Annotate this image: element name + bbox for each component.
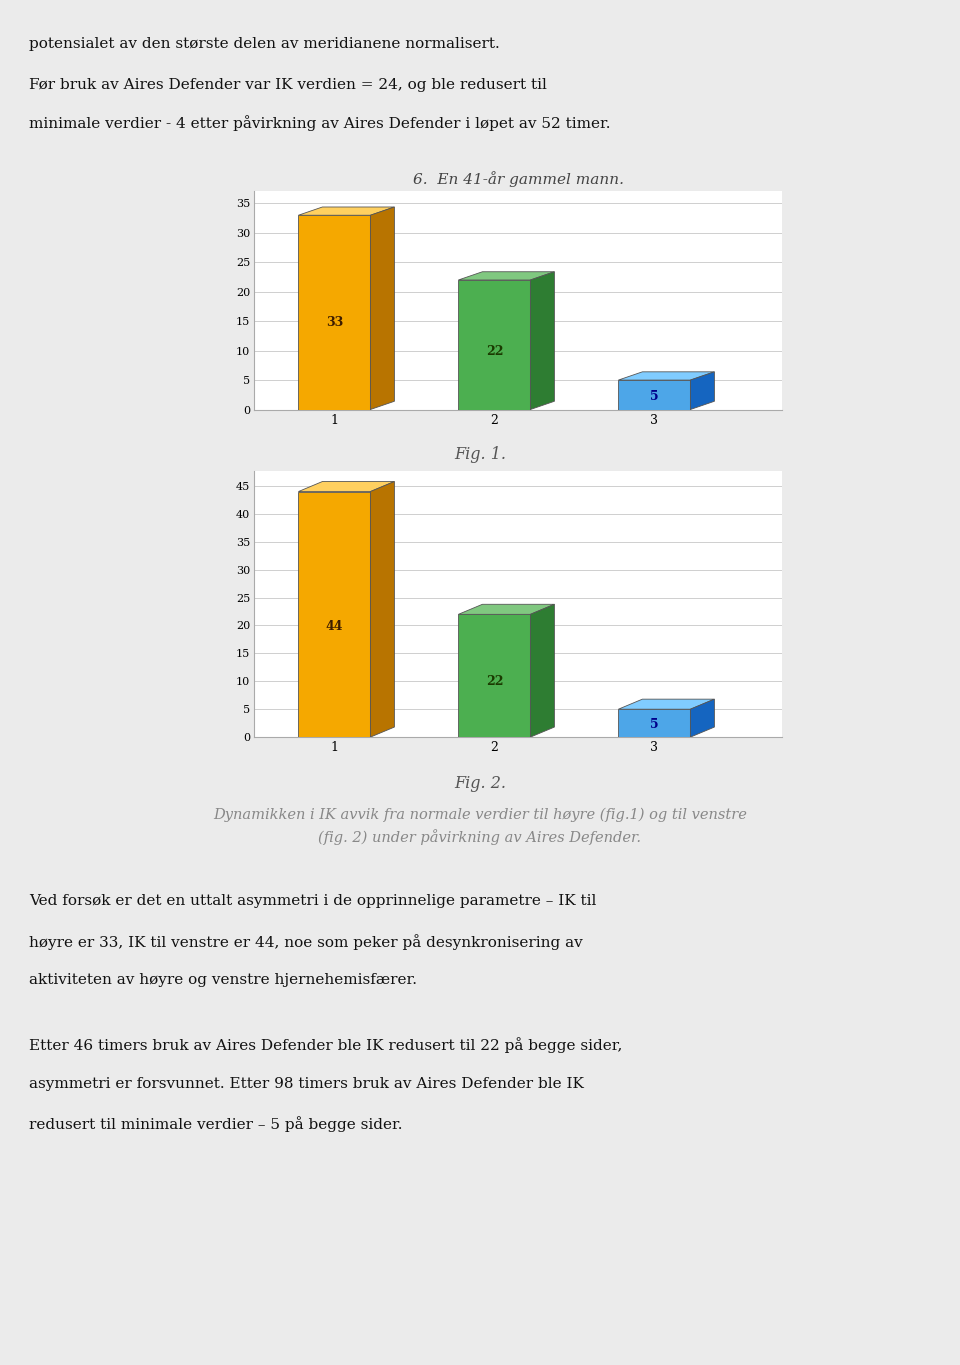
Polygon shape	[371, 207, 395, 410]
Text: 22: 22	[486, 345, 503, 358]
Text: Fig. 1.: Fig. 1.	[454, 446, 506, 463]
Bar	[618, 379, 690, 410]
Text: aktiviteten av høyre og venstre hjernehemisfærer.: aktiviteten av høyre og venstre hjernehe…	[29, 973, 417, 987]
Text: minimale verdier - 4 etter påvirkning av Aires Defender i løpet av 52 timer.: minimale verdier - 4 etter påvirkning av…	[29, 115, 611, 131]
Text: 5: 5	[650, 390, 659, 403]
Polygon shape	[459, 272, 555, 280]
Polygon shape	[618, 371, 714, 379]
Text: potensialet av den største delen av meridianene normalisert.: potensialet av den største delen av meri…	[29, 37, 499, 51]
Text: 33: 33	[325, 315, 343, 329]
Polygon shape	[618, 699, 714, 710]
Text: Etter 46 timers bruk av Aires Defender ble IK redusert til 22 på begge sider,: Etter 46 timers bruk av Aires Defender b…	[29, 1037, 622, 1054]
Polygon shape	[299, 207, 395, 216]
Polygon shape	[299, 482, 395, 491]
Polygon shape	[531, 605, 555, 737]
Polygon shape	[690, 371, 714, 410]
Polygon shape	[459, 605, 555, 614]
Text: 5: 5	[650, 718, 659, 732]
Text: Ved forsøk er det en uttalt asymmetri i de opprinnelige parametre – IK til: Ved forsøk er det en uttalt asymmetri i …	[29, 894, 596, 908]
Text: asymmetri er forsvunnet. Etter 98 timers bruk av Aires Defender ble IK: asymmetri er forsvunnet. Etter 98 timers…	[29, 1077, 584, 1091]
Title: 6.  En 41-år gammel mann.: 6. En 41-år gammel mann.	[413, 171, 624, 187]
Bar	[618, 710, 690, 737]
Bar	[459, 614, 531, 737]
Bar	[299, 216, 371, 410]
Text: Før bruk av Aires Defender var IK verdien = 24, og ble redusert til: Før bruk av Aires Defender var IK verdie…	[29, 78, 546, 91]
Text: 22: 22	[486, 676, 503, 688]
Polygon shape	[690, 699, 714, 737]
Text: redusert til minimale verdier – 5 på begge sider.: redusert til minimale verdier – 5 på beg…	[29, 1117, 402, 1133]
Text: Dynamikken i IK avvik fra normale verdier til høyre (fig.1) og til venstre
(fig.: Dynamikken i IK avvik fra normale verdie…	[213, 808, 747, 845]
Text: Fig. 2.: Fig. 2.	[454, 775, 506, 792]
Bar	[459, 280, 531, 410]
Text: høyre er 33, IK til venstre er 44, noe som peker på desynkronisering av: høyre er 33, IK til venstre er 44, noe s…	[29, 934, 583, 950]
Polygon shape	[371, 482, 395, 737]
Bar	[299, 491, 371, 737]
Text: 44: 44	[325, 620, 343, 633]
Polygon shape	[531, 272, 555, 410]
